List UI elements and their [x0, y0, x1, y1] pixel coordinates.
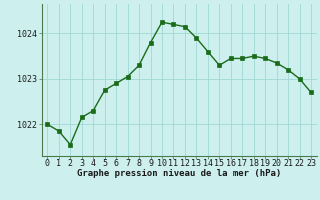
X-axis label: Graphe pression niveau de la mer (hPa): Graphe pression niveau de la mer (hPa)	[77, 169, 281, 178]
